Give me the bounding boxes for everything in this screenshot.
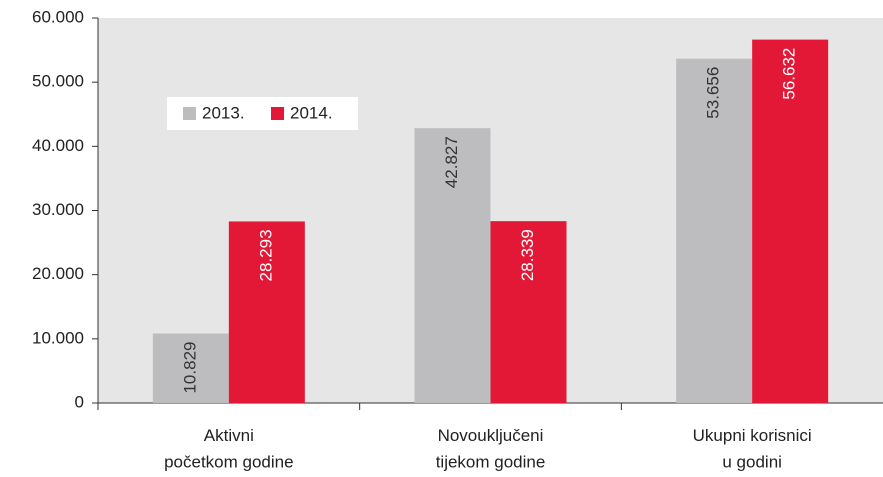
value-label: 10.829 [180,342,199,394]
value-label: 42.827 [442,136,461,188]
legend-label: 2014. [290,103,333,122]
bar [414,128,491,403]
legend-swatch [271,107,284,120]
value-label: 56.632 [780,48,799,100]
bar [752,39,829,404]
x-tick-label: Aktivni početkom godine [164,426,293,471]
legend-box [167,97,358,130]
legend-swatch [183,107,196,120]
y-tick-label: 60.000 [32,7,84,26]
value-label: 28.339 [518,229,537,281]
bar [490,221,567,403]
y-tick-label: 50.000 [32,72,84,91]
x-tick-label: Ukupni korisnici u godini [693,426,812,471]
legend-label: 2013. [202,103,245,122]
bar [152,333,229,403]
value-label: 28.293 [256,229,275,281]
y-tick-label: 30.000 [32,200,84,219]
y-tick-label: 10.000 [32,328,84,347]
value-label: 53.656 [704,67,723,119]
bar [228,221,305,403]
y-tick-label: 40.000 [32,136,84,155]
x-tick-label: Novouključeni tijekom godine [436,426,546,471]
bar [676,58,753,403]
y-tick-label: 0 [75,392,84,411]
y-tick-label: 20.000 [32,264,84,283]
